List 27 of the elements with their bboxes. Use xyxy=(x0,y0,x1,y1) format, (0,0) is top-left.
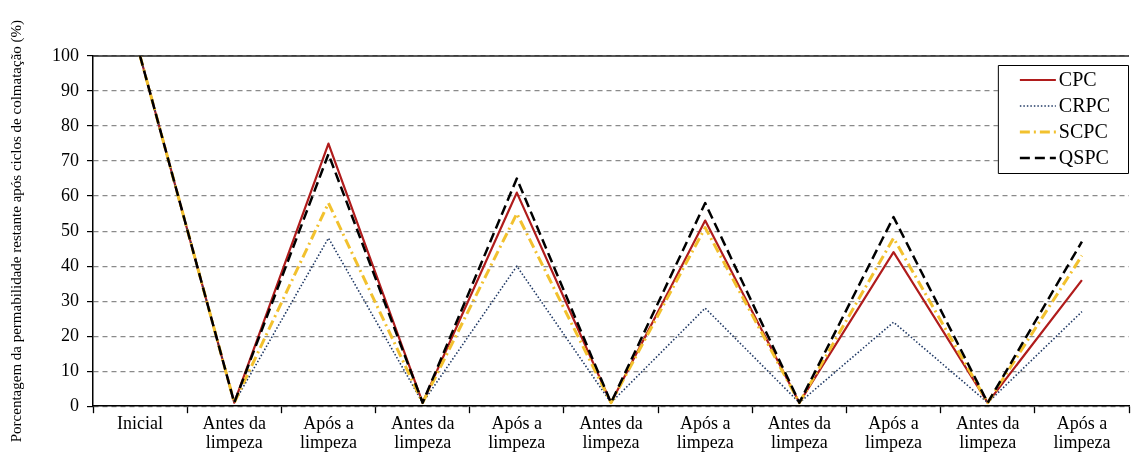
x-tick-label: Antes da limpeza xyxy=(955,413,1020,453)
x-tick-label: Após a limpeza xyxy=(299,413,357,453)
x-tick-label: Antes da limpeza xyxy=(202,413,267,453)
y-tick-label: 100 xyxy=(52,44,79,65)
y-tick-label: 0 xyxy=(70,394,79,415)
y-tick-label: 80 xyxy=(61,114,79,135)
x-tick-label: Antes da limpeza xyxy=(767,413,832,453)
y-tick-label: 70 xyxy=(61,149,79,170)
y-tick-label: 20 xyxy=(61,324,79,345)
y-tick-label: 10 xyxy=(61,359,79,380)
y-tick-label: 50 xyxy=(61,219,79,240)
x-tick-label: Antes da limpeza xyxy=(579,413,643,453)
x-tick-label: Após a limpeza xyxy=(676,413,734,453)
legend-label: SCPC xyxy=(1058,120,1108,143)
y-tick-label: 30 xyxy=(61,289,79,310)
legend-label: CRPC xyxy=(1058,94,1111,117)
legend-label: QSPC xyxy=(1058,146,1109,169)
x-tick-label: Após a limpeza xyxy=(865,413,923,453)
y-tick-label: 60 xyxy=(61,184,79,205)
legend-label: CPC xyxy=(1058,68,1097,91)
y-tick-label: 40 xyxy=(61,254,79,275)
x-tick-label: Inicial xyxy=(117,413,164,434)
y-tick-label: 90 xyxy=(61,79,79,100)
y-axis-title: Porcentagem da permabilidade restante após ciclos de colmatação (%) xyxy=(7,19,25,443)
x-tick-label: Após a limpeza xyxy=(488,413,546,453)
x-tick-label: Após a limpeza xyxy=(1053,413,1111,453)
x-tick-label: Antes da limpeza xyxy=(390,413,455,453)
